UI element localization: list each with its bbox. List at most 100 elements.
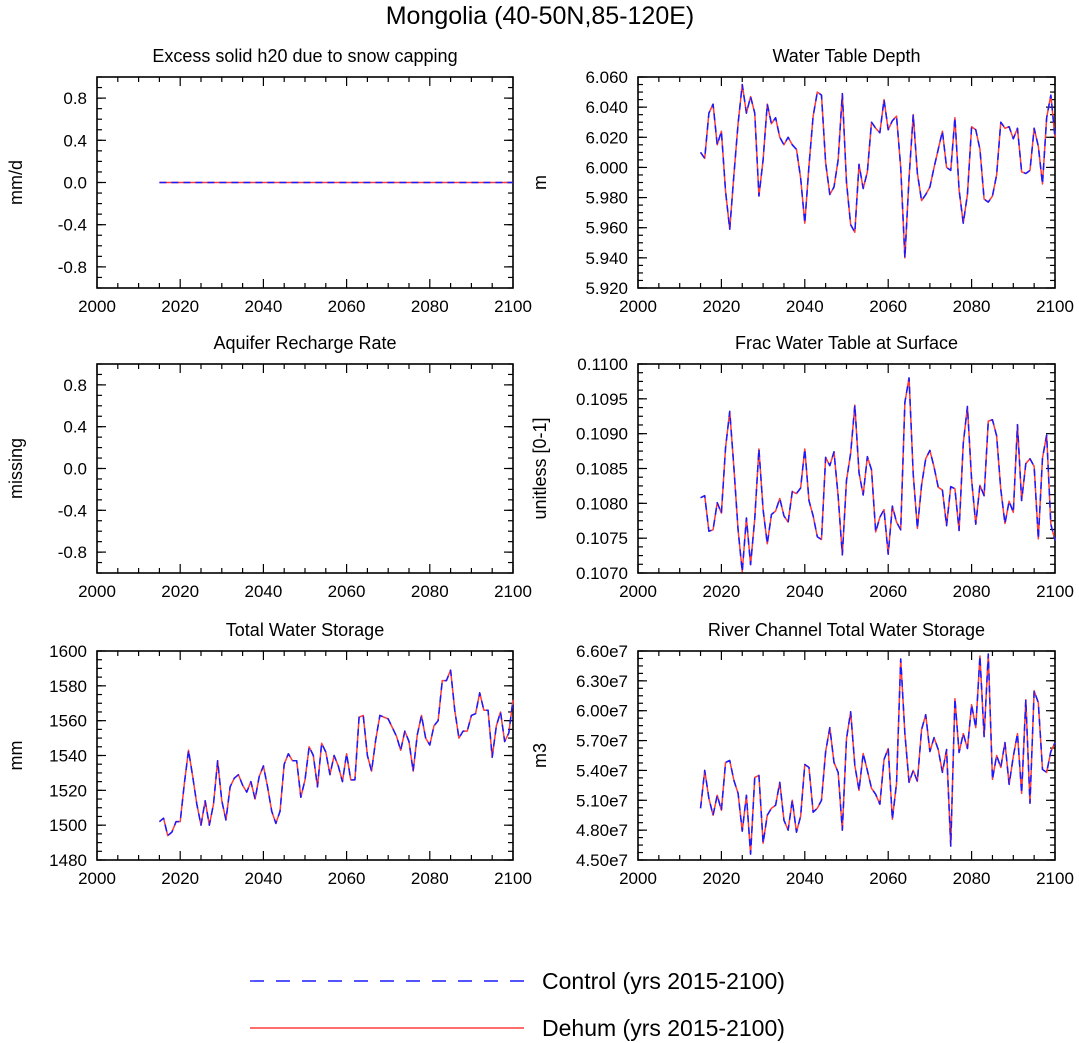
x-tick-label: 2000 xyxy=(619,297,657,316)
y-tick-label: 5.980 xyxy=(585,189,628,208)
y-axis-label: mm xyxy=(6,741,26,771)
x-tick-label: 2060 xyxy=(869,869,907,888)
series-line-control xyxy=(699,653,1056,855)
y-tick-label: 0.1075 xyxy=(576,529,628,548)
panels: Excess solid h20 due to snow capping 2000… xyxy=(6,46,1074,888)
y-axis-label: m xyxy=(530,175,550,190)
y-tick-label: 6.060 xyxy=(585,68,628,87)
y-axis-label: unitless [0-1] xyxy=(530,417,550,519)
y-tick-label: 0.0 xyxy=(63,460,87,479)
y-tick-label: 1580 xyxy=(49,677,87,696)
x-tick-label: 2080 xyxy=(953,582,991,601)
x-tick-label: 2100 xyxy=(494,869,532,888)
x-tick-label: 2040 xyxy=(244,297,282,316)
panel-total-water-storage: Total Water Storage 2000 2020 2040 2060 2080 2… xyxy=(6,620,532,888)
plot-frame xyxy=(96,363,514,574)
y-tick-label: 6.020 xyxy=(585,128,628,147)
y-tick-label: 0.1080 xyxy=(576,494,628,513)
x-tick-label: 2080 xyxy=(953,869,991,888)
x-tick-label: 2080 xyxy=(411,869,449,888)
x-tick-label: 2020 xyxy=(161,582,199,601)
y-tick-label: 5.940 xyxy=(585,249,628,268)
series-line-dehum xyxy=(699,653,1056,855)
panel-title: Water Table Depth xyxy=(772,46,920,66)
panel-title: Frac Water Table at Surface xyxy=(735,333,958,353)
x-tick-label: 2000 xyxy=(78,869,116,888)
panel-title: River Channel Total Water Storage xyxy=(708,620,985,640)
y-tick-label: 0.4 xyxy=(63,418,87,437)
panel-aquifer-recharge-rate: Aquifer Recharge Rate 2000 2020 2040 2060 208… xyxy=(6,333,532,601)
x-tick-label: 2100 xyxy=(1036,869,1074,888)
x-tick-label: 2020 xyxy=(702,582,740,601)
x-tick-label: 2020 xyxy=(161,297,199,316)
plot-frame xyxy=(637,650,1056,861)
series-line-dehum xyxy=(700,377,1056,573)
y-tick-label: 5.40e7 xyxy=(576,761,628,780)
y-tick-label: 0.1070 xyxy=(576,564,628,583)
panel-title: Total Water Storage xyxy=(226,620,384,640)
x-tick-label: 2060 xyxy=(869,582,907,601)
x-tick-label: 2040 xyxy=(786,869,824,888)
x-tick-label: 2040 xyxy=(786,582,824,601)
x-tick-label: 2000 xyxy=(619,869,657,888)
y-tick-label: 5.920 xyxy=(585,279,628,298)
y-tick-label: 5.960 xyxy=(585,219,628,238)
plot-frame xyxy=(96,650,514,861)
y-tick-label: 4.50e7 xyxy=(576,851,628,870)
x-tick-label: 2040 xyxy=(244,582,282,601)
y-tick-label: 6.30e7 xyxy=(576,672,628,691)
main-title: Mongolia (40-50N,85-120E) xyxy=(386,2,695,30)
panel-title: Aquifer Recharge Rate xyxy=(213,333,396,353)
legend-label-dehum: Dehum (yrs 2015-2100) xyxy=(542,1015,785,1041)
y-tick-label: 5.70e7 xyxy=(576,732,628,751)
y-tick-label: -0.8 xyxy=(58,258,87,277)
x-tick-label: 2000 xyxy=(78,582,116,601)
y-tick-label: 0.1090 xyxy=(576,425,628,444)
y-tick-label: 5.10e7 xyxy=(576,791,628,810)
y-tick-label: 1560 xyxy=(49,712,87,731)
panel-excess-solid-h20-due-to-snow-capping: Excess solid h20 due to snow capping 2000… xyxy=(6,46,532,316)
x-tick-label: 2080 xyxy=(411,297,449,316)
y-axis-label: m3 xyxy=(530,743,550,768)
x-tick-label: 2040 xyxy=(786,297,824,316)
x-tick-label: 2020 xyxy=(702,869,740,888)
y-axis-label: missing xyxy=(6,438,26,499)
y-tick-label: 0.8 xyxy=(63,376,87,395)
y-tick-label: 1500 xyxy=(49,816,87,835)
y-tick-label: 0.1100 xyxy=(577,355,628,374)
x-tick-label: 2020 xyxy=(161,869,199,888)
y-axis-label: mm/d xyxy=(6,160,26,205)
y-tick-label: 1600 xyxy=(49,642,87,661)
y-tick-label: 6.040 xyxy=(585,98,628,117)
y-tick-label: 0.8 xyxy=(63,89,87,108)
x-tick-label: 2060 xyxy=(328,297,366,316)
legend: Control (yrs 2015-2100) Dehum (yrs 2015-… xyxy=(250,968,785,1041)
y-tick-label: 0.4 xyxy=(63,131,87,150)
x-tick-label: 2060 xyxy=(328,582,366,601)
y-tick-label: 1540 xyxy=(49,747,87,766)
plot-frame xyxy=(637,363,1056,574)
x-tick-label: 2100 xyxy=(1036,582,1074,601)
y-tick-label: 1480 xyxy=(49,851,87,870)
legend-label-control: Control (yrs 2015-2100) xyxy=(542,968,785,994)
panel-water-table-depth: Water Table Depth 2000 2020 2040 2060 2080 210… xyxy=(530,46,1074,316)
y-tick-label: 6.60e7 xyxy=(576,642,628,661)
y-tick-label: 0.1085 xyxy=(576,460,628,479)
panel-river-channel-total-water-storage: River Channel Total Water Storage 2000 202… xyxy=(530,620,1074,888)
y-tick-label: 6.000 xyxy=(585,158,628,177)
y-tick-label: -0.4 xyxy=(58,501,87,520)
x-tick-label: 2100 xyxy=(494,582,532,601)
x-tick-label: 2000 xyxy=(619,582,657,601)
y-tick-label: 1520 xyxy=(49,781,87,800)
x-tick-label: 2080 xyxy=(953,297,991,316)
x-tick-label: 2080 xyxy=(411,582,449,601)
y-tick-label: -0.4 xyxy=(58,216,87,235)
x-tick-label: 2040 xyxy=(244,869,282,888)
x-tick-label: 2060 xyxy=(869,297,907,316)
y-tick-label: 4.80e7 xyxy=(576,821,628,840)
x-tick-label: 2100 xyxy=(1036,297,1074,316)
x-tick-label: 2100 xyxy=(494,297,532,316)
series-line-control xyxy=(699,83,1056,259)
x-tick-label: 2020 xyxy=(702,297,740,316)
panel-title: Excess solid h20 due to snow capping xyxy=(152,46,457,66)
